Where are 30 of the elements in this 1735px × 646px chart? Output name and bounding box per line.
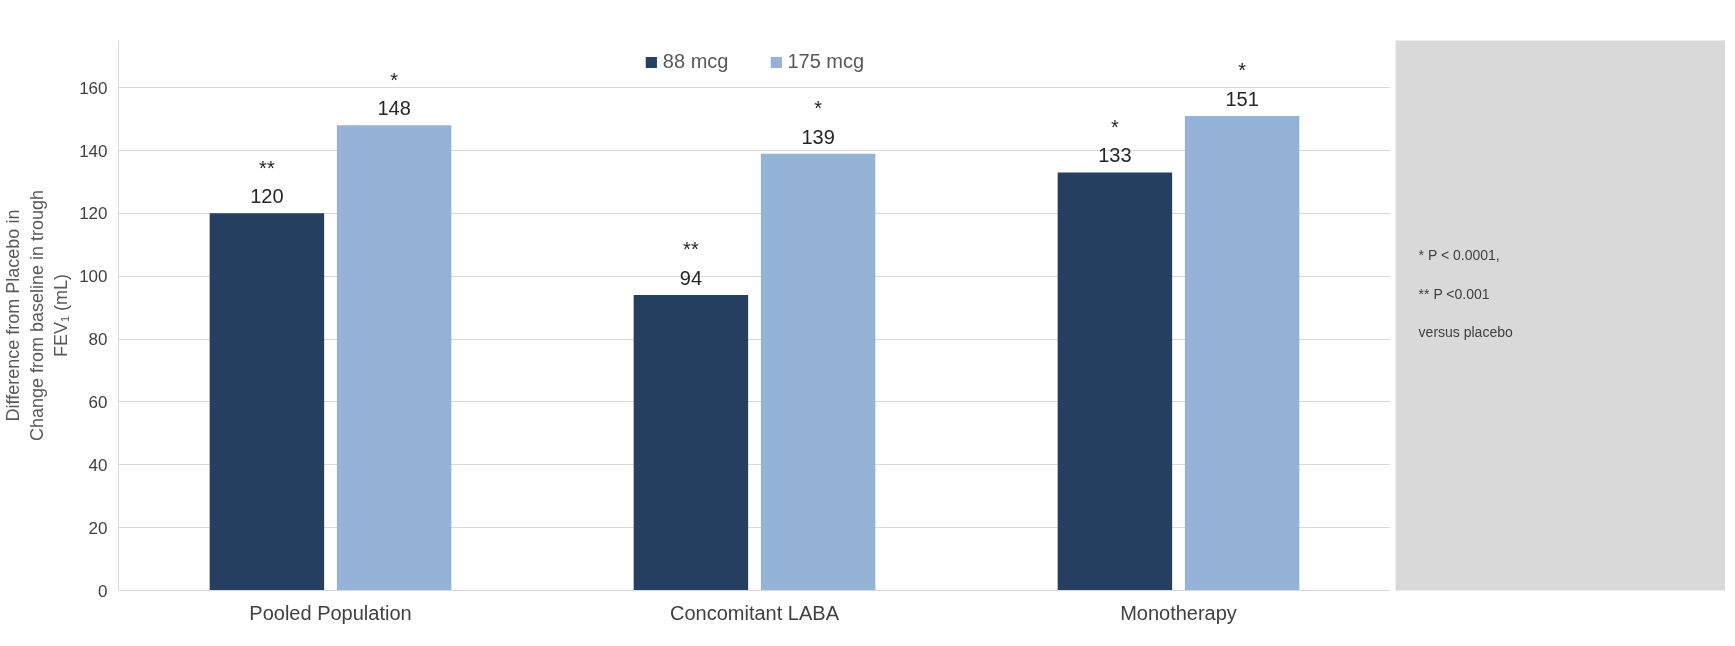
data-label: * 151: [1225, 59, 1259, 110]
bar: [336, 125, 452, 591]
bar: [1057, 172, 1173, 591]
text: ** P <0.001: [1418, 285, 1490, 302]
y-tick-label: 0: [98, 581, 108, 601]
x-tick-label: Pooled Population: [249, 601, 412, 624]
bar: [760, 153, 876, 591]
y-tick-label: 80: [88, 330, 108, 350]
legend-label: 88 mcg: [662, 50, 729, 73]
bar: [209, 213, 325, 591]
y-tick-label: 60: [88, 392, 108, 412]
y-tick-label: 20: [88, 518, 108, 538]
bar: [633, 295, 749, 591]
y-tick-label: 120: [79, 204, 108, 224]
text: * P < 0.0001,: [1418, 247, 1500, 263]
y-axis-title: Difference from Placebo in Change from baseline in trough FEV₁ (mL): [3, 189, 72, 442]
y-tick-label: 140: [79, 141, 108, 161]
x-tick-label: Monotherapy: [1120, 601, 1237, 624]
data-label: ** 120: [250, 156, 284, 208]
data-label: * 139: [801, 97, 835, 148]
y-tick-label: 100: [79, 267, 108, 287]
y-tick-label: 40: [88, 455, 108, 475]
data-label: ** 94: [679, 238, 703, 290]
data-label: * 148: [377, 68, 411, 120]
text: versus placebo: [1418, 324, 1513, 340]
data-label: * 133: [1098, 115, 1132, 167]
bar: [1184, 115, 1300, 591]
x-tick-label: Concomitant LABA: [670, 601, 840, 624]
legend-label: 175 mcg: [787, 50, 865, 73]
y-tick-label: 160: [79, 78, 108, 98]
